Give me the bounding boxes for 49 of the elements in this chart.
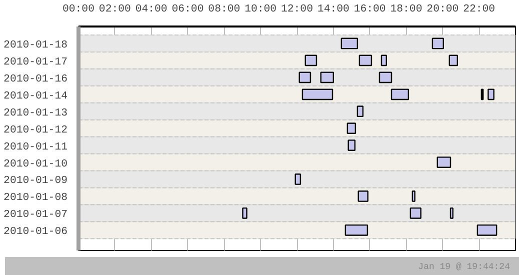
- bar: [450, 207, 454, 219]
- bar: [390, 88, 410, 100]
- bar: [378, 72, 392, 84]
- y-tick-label: 2010-01-14: [4, 90, 68, 102]
- x-tick-label: 10:00: [244, 4, 277, 16]
- bar: [432, 38, 444, 50]
- x-tick-label: 14:00: [317, 4, 350, 16]
- text: Jan 19 @ 19:44:24: [417, 261, 511, 274]
- bar: [476, 224, 498, 236]
- x-tick-label: 08:00: [208, 4, 240, 16]
- bar: [320, 72, 334, 84]
- bar: [380, 54, 388, 66]
- bar: [412, 190, 416, 202]
- bar: [488, 88, 494, 100]
- x-tick-label: 02:00: [98, 4, 131, 16]
- x-tick-label: 20:00: [426, 4, 459, 16]
- bar: [410, 207, 422, 219]
- y-tick-label: 2010-01-18: [4, 39, 68, 52]
- x-tick-label: 00:00: [62, 4, 94, 16]
- y-tick-label: 2010-01-16: [4, 73, 68, 86]
- y-tick-label: 2010-01-10: [4, 158, 68, 170]
- y-tick-label: 2010-01-07: [4, 209, 68, 222]
- y-tick-label: 2010-01-12: [4, 124, 68, 136]
- bar: [298, 72, 312, 84]
- x-tick-label: 22:00: [463, 4, 496, 16]
- bar: [344, 224, 368, 236]
- x-tick-label: 16:00: [354, 4, 386, 16]
- y-tick-label: 2010-01-09: [4, 175, 68, 188]
- y-tick-label: 2010-01-11: [4, 141, 68, 154]
- bar: [242, 207, 248, 219]
- bar: [358, 54, 372, 66]
- x-tick-label: 12:00: [281, 4, 313, 16]
- bar: [346, 122, 356, 134]
- y-tick-label: 2010-01-08: [4, 192, 68, 204]
- bar: [340, 38, 358, 50]
- bar: [436, 156, 452, 168]
- bar: [356, 106, 364, 118]
- bar: [294, 174, 302, 185]
- bar: [358, 190, 368, 202]
- bar: [348, 140, 356, 151]
- y-tick-label: 2010-01-13: [4, 107, 68, 120]
- bar: [302, 88, 334, 100]
- x-tick-label: 04:00: [135, 4, 168, 16]
- x-tick-label: 18:00: [390, 4, 422, 16]
- y-tick-label: 2010-01-06: [4, 226, 68, 238]
- bar: [304, 54, 318, 66]
- bar: [448, 54, 458, 66]
- x-tick-label: 06:00: [172, 4, 204, 16]
- y-tick-label: 2010-01-17: [4, 56, 68, 68]
